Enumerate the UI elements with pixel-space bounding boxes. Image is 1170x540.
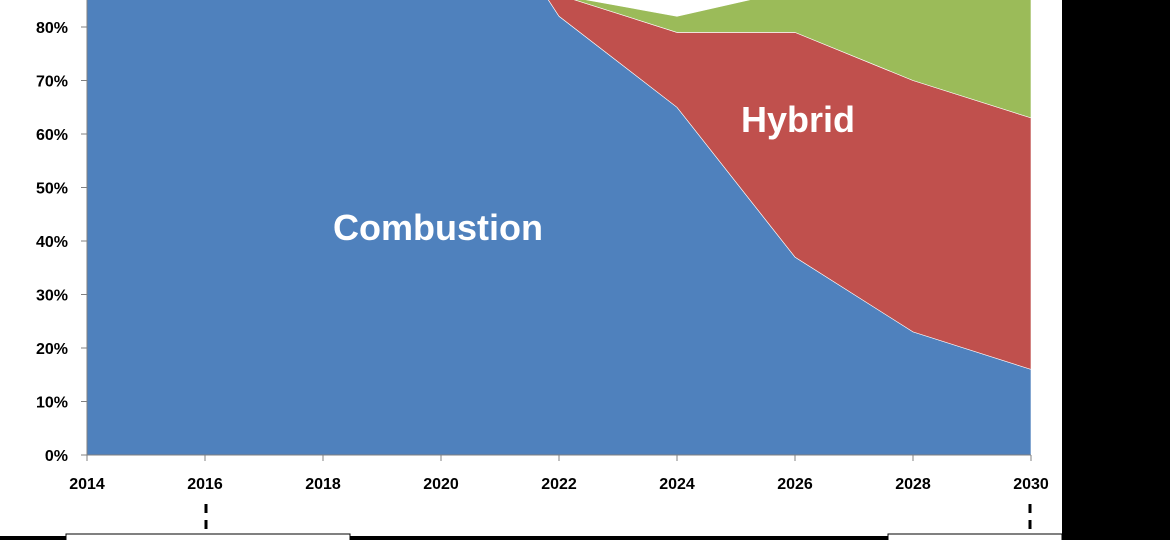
y-tick-label: 80% [36, 20, 68, 37]
area-label-combustion: Combustion [333, 207, 543, 248]
right-black-strip [1062, 0, 1170, 540]
y-tick-label: 70% [36, 74, 68, 91]
y-tick-label: 60% [36, 127, 68, 144]
y-tick-label: 40% [36, 234, 68, 251]
y-tick-label: 10% [36, 395, 68, 412]
x-tick-label: 2028 [895, 476, 931, 493]
x-tick-label: 2018 [305, 476, 341, 493]
x-tick-label: 2030 [1013, 476, 1049, 493]
y-tick-label: 20% [36, 341, 68, 358]
area-labels-group: Combustion Hybrid E-Vehicle [333, 0, 983, 248]
bottom-box-right [887, 533, 1063, 540]
area-hybrid [548, 0, 1032, 370]
axes-group: 0% 10% 20% 30% 40% 50% 60% 70% 80% 2014 2016 2018 20… [36, 0, 1049, 493]
x-tick-label: 2020 [423, 476, 459, 493]
x-tick-label: 2024 [659, 476, 695, 493]
x-tick-label: 2022 [541, 476, 577, 493]
decor-group [0, 504, 1063, 540]
y-tick-label: 0% [45, 448, 68, 465]
bottom-border [0, 536, 1062, 540]
x-tick-label: 2016 [187, 476, 223, 493]
area-e-vehicle [574, 0, 1032, 119]
bottom-box-left [65, 533, 351, 540]
x-tick-label: 2014 [69, 476, 105, 493]
area-label-hybrid: Hybrid [741, 99, 855, 140]
y-tick-label: 50% [36, 181, 68, 198]
x-tick-label: 2026 [777, 476, 813, 493]
y-tick-label: 30% [36, 288, 68, 305]
areas-group [86, 0, 1032, 456]
area-label-e-vehicle: E-Vehicle [823, 0, 983, 4]
